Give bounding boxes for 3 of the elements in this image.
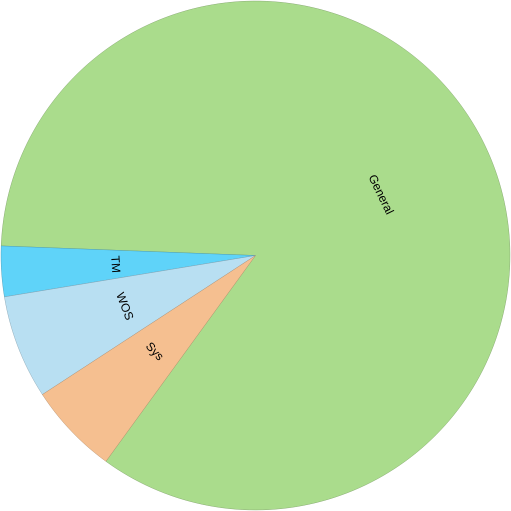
slice-label: WOS xyxy=(116,291,134,320)
slice-label: Sys xyxy=(146,342,162,360)
slice-label: TM xyxy=(111,256,120,272)
